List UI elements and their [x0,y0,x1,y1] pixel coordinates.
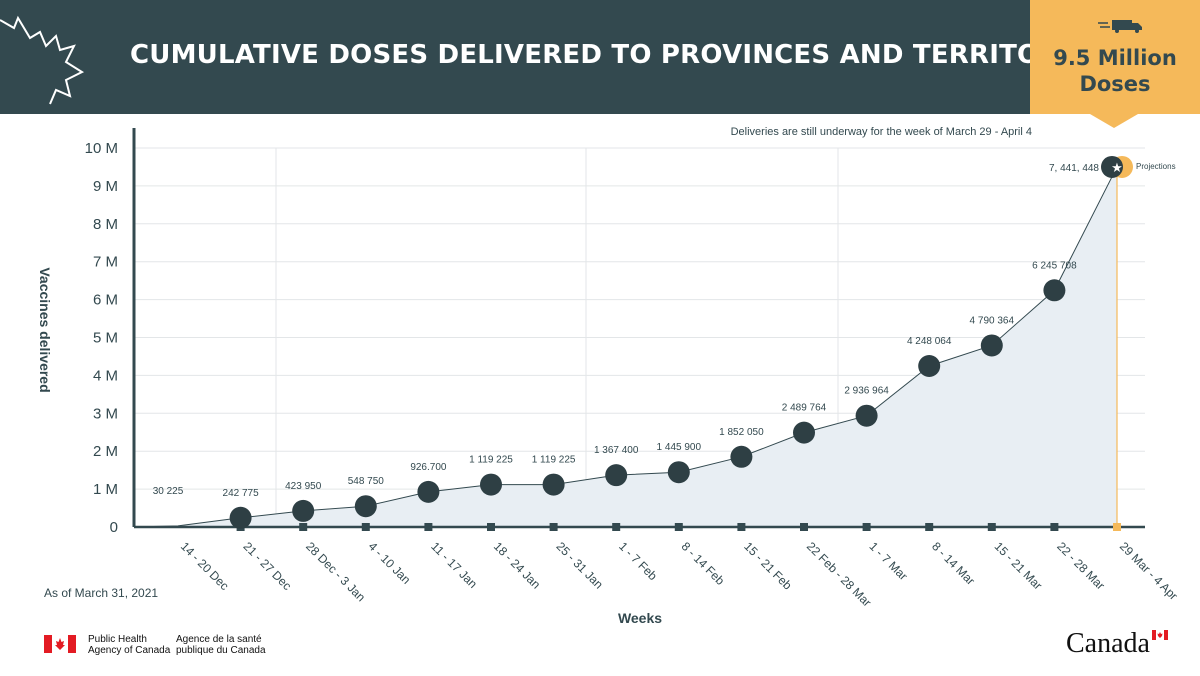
data-point [292,499,315,522]
canada-flag-icon [44,635,76,653]
data-point [980,334,1003,357]
x-tick-label: 11 - 17 Jan [428,539,480,591]
y-axis-label: Vaccines delivered [37,267,53,392]
x-tick-mark [737,523,746,531]
x-tick-mark [674,523,683,531]
x-tick-label: 15 - 21 Feb [741,539,795,593]
data-point [480,473,502,496]
x-tick-mark [361,523,370,531]
x-tick-label: 8 - 14 Mar [929,539,978,588]
delivery-note: Deliveries are still underway for the we… [731,126,1032,138]
x-tick-mark [925,523,934,531]
x-tick-label: 22 Feb - 28 Mar [804,539,874,609]
wordmark-flag-icon [1152,630,1168,640]
badge-line-1: 9.5 Million [1053,46,1177,70]
badge-text: 9.5 Million Doses [1030,45,1200,97]
x-tick-mark [299,523,308,531]
data-label: 6 245 708 [1032,260,1077,271]
data-point [354,495,377,518]
area-shape [134,166,1117,527]
y-tick-label: 4 M [93,367,118,384]
x-tick-mark [549,523,558,531]
x-tick-label: 21 - 27 Dec [240,539,294,593]
badge-line-2: Doses [1079,72,1151,96]
x-tick-label: 15 - 21 Mar [992,539,1045,592]
x-tick-mark [800,523,808,531]
data-point [542,473,565,496]
data-label: 1 445 900 [657,442,702,453]
delivery-truck-icon [1098,20,1142,33]
data-point [730,445,753,468]
data-label: 1 367 400 [594,445,639,456]
data-label: 4 248 064 [907,336,952,347]
y-tick-label: 1 M [93,481,118,498]
total-doses-badge: 9.5 Million Doses [1030,0,1200,114]
x-tick-mark [487,523,495,531]
data-points: ★ [229,155,1133,529]
data-point [918,354,941,377]
x-tick-label: 14 - 20 Dec [178,539,232,593]
y-tick-label: 9 M [93,178,118,195]
maple-leaf-icon [0,15,85,105]
data-point [605,464,628,487]
data-point [855,404,878,427]
y-tick-label: 8 M [93,216,118,233]
y-tick-label: 0 [110,519,118,536]
data-point [1101,155,1123,178]
area-fill [134,166,1117,527]
x-tick-mark [612,523,621,531]
canada-wordmark: Canada [1066,628,1150,659]
x-tick-label: 1 - 7 Feb [616,539,660,583]
y-tick-labels: 0 1 M 2 M 3 M 4 M 5 M 6 M 7 M 8 M 9 M 10 M [85,140,118,536]
x-tick-label: 8 - 14 Feb [679,539,728,588]
star-icon: ★ [1111,161,1123,176]
x-tick-label: 1 - 7 Mar [866,539,910,583]
y-tick-label: 10 M [85,140,118,157]
y-tick-label: 6 M [93,292,118,309]
data-label: 242 775 [223,488,260,499]
y-tick-label: 5 M [93,330,118,347]
data-label: 4 790 364 [970,315,1015,326]
y-tick-label: 7 M [93,254,118,271]
x-axis-label: Weeks [618,610,662,626]
data-label: 423 950 [285,481,322,492]
header-banner [0,0,1030,114]
x-tick-mark [862,523,871,531]
data-label: 548 750 [348,476,385,487]
data-labels: 30 225 242 775 423 950 548 750 926.700 1 119 … [153,163,1100,499]
data-point [1043,279,1066,302]
x-tick-label: 25 - 31 Jan [553,539,605,591]
data-label: 2 489 764 [782,403,827,414]
data-label: 1 852 050 [719,427,764,438]
x-tick-label: 18 - 24 Jan [491,539,543,591]
data-label: 1 119 225 [532,455,576,466]
x-tick-label: 28 Dec - 3 Jan [303,539,368,604]
data-label: 30 225 [153,486,184,497]
data-point [667,461,690,484]
x-tick-mark [424,523,433,531]
projections-label: Projections [1136,162,1176,171]
as-of-date: As of March 31, 2021 [44,586,159,600]
badge-pointer [1090,114,1138,128]
data-label: 926.700 [410,462,447,473]
page-title: CUMULATIVE DOSES DELIVERED TO PROVINCES … [130,40,1107,70]
y-tick-label: 2 M [93,443,118,460]
data-point [417,480,440,503]
x-tick-label: 4 - 10 Jan [366,539,414,587]
x-tick-mark [1050,523,1059,531]
agency-name-fr: Agence de la santé publique du Canada [176,634,266,656]
data-label: 2 936 964 [844,386,889,397]
data-point [793,421,815,444]
y-tick-label: 3 M [93,405,118,422]
x-tick-label: 29 Mar - 4 Apr [1117,539,1181,603]
agency-name-en: Public Health Agency of Canada [88,634,171,656]
x-tick-label: 22 - 28 Mar [1054,539,1107,592]
data-label: 7, 441, 448 [1049,163,1099,174]
x-tick-mark [987,523,996,531]
data-label: 1 119 225 [469,455,513,466]
data-point [229,506,252,529]
